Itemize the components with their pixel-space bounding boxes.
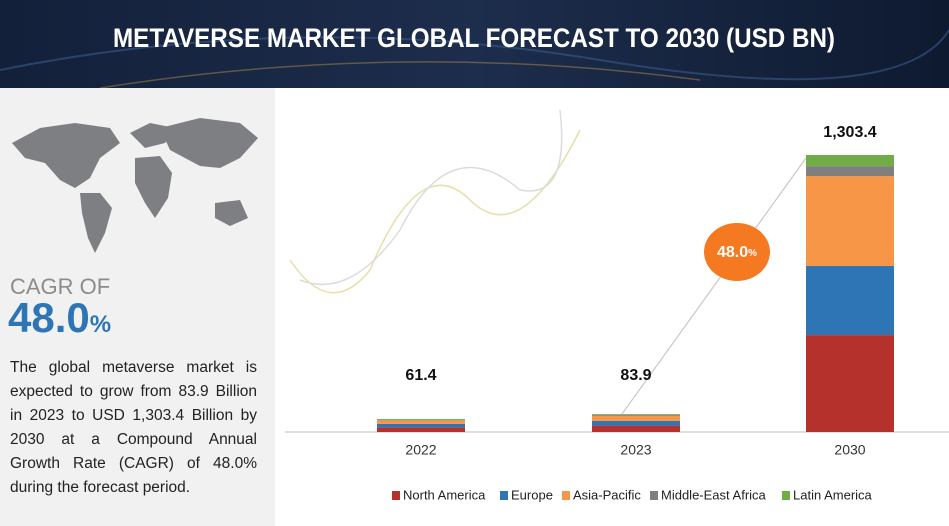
bar-segment: [377, 419, 465, 421]
bar-segment: [377, 427, 465, 432]
total-label: 1,303.4: [823, 124, 876, 141]
title: METAVERSE MARKET GLOBAL FORECAST TO 2030…: [113, 23, 835, 53]
bar-segment: [592, 414, 680, 416]
description: The global metaverse market is expected …: [10, 359, 257, 496]
bar-segment: [377, 423, 465, 428]
sidebar: CAGR OF 48.0% The global metaverse marke…: [0, 88, 275, 526]
cagr-number: 48.0: [8, 294, 90, 341]
cagr-annotation-unit: %: [748, 248, 757, 259]
x-tick-label: 2023: [620, 442, 651, 458]
cagr-value: 48.0%: [8, 294, 111, 342]
bar-segment: [592, 414, 680, 415]
x-tick-label: 2030: [834, 442, 865, 458]
legend-swatch: [392, 491, 400, 500]
bar-segment: [377, 418, 465, 420]
legend-label: Latin America: [793, 487, 873, 502]
cagr-unit: %: [89, 311, 112, 338]
legend-label: Middle-East Africa: [661, 487, 767, 502]
total-label: 61.4: [405, 367, 436, 384]
world-map: [12, 118, 258, 253]
legend-swatch: [500, 491, 508, 500]
bar-segment: [806, 176, 894, 267]
bar-segment: [806, 166, 894, 177]
x-tick-label: 2022: [405, 442, 436, 458]
legend-swatch: [562, 491, 570, 500]
bar-segment: [806, 335, 894, 432]
legend-swatch: [782, 491, 790, 500]
cagr-bubble: [704, 223, 770, 281]
bar-segment: [592, 425, 680, 432]
legend-swatch: [650, 491, 658, 500]
bar-segment: [592, 420, 680, 426]
legend-label: North America: [403, 487, 486, 502]
legend-label: Europe: [511, 487, 553, 502]
cagr-annotation: 48.0%: [717, 244, 757, 261]
bar-segment: [592, 415, 680, 421]
total-label: 83.9: [620, 367, 651, 384]
legend-label: Asia-Pacific: [573, 487, 641, 502]
cagr-annotation-number: 48.0: [717, 244, 748, 261]
header: METAVERSE MARKET GLOBAL FORECAST TO 2030…: [0, 0, 949, 88]
cagr-label: CAGR OF: [10, 274, 111, 299]
bar-segment: [806, 266, 894, 336]
bar-segment: [806, 155, 894, 167]
bar-segment: [377, 420, 465, 424]
